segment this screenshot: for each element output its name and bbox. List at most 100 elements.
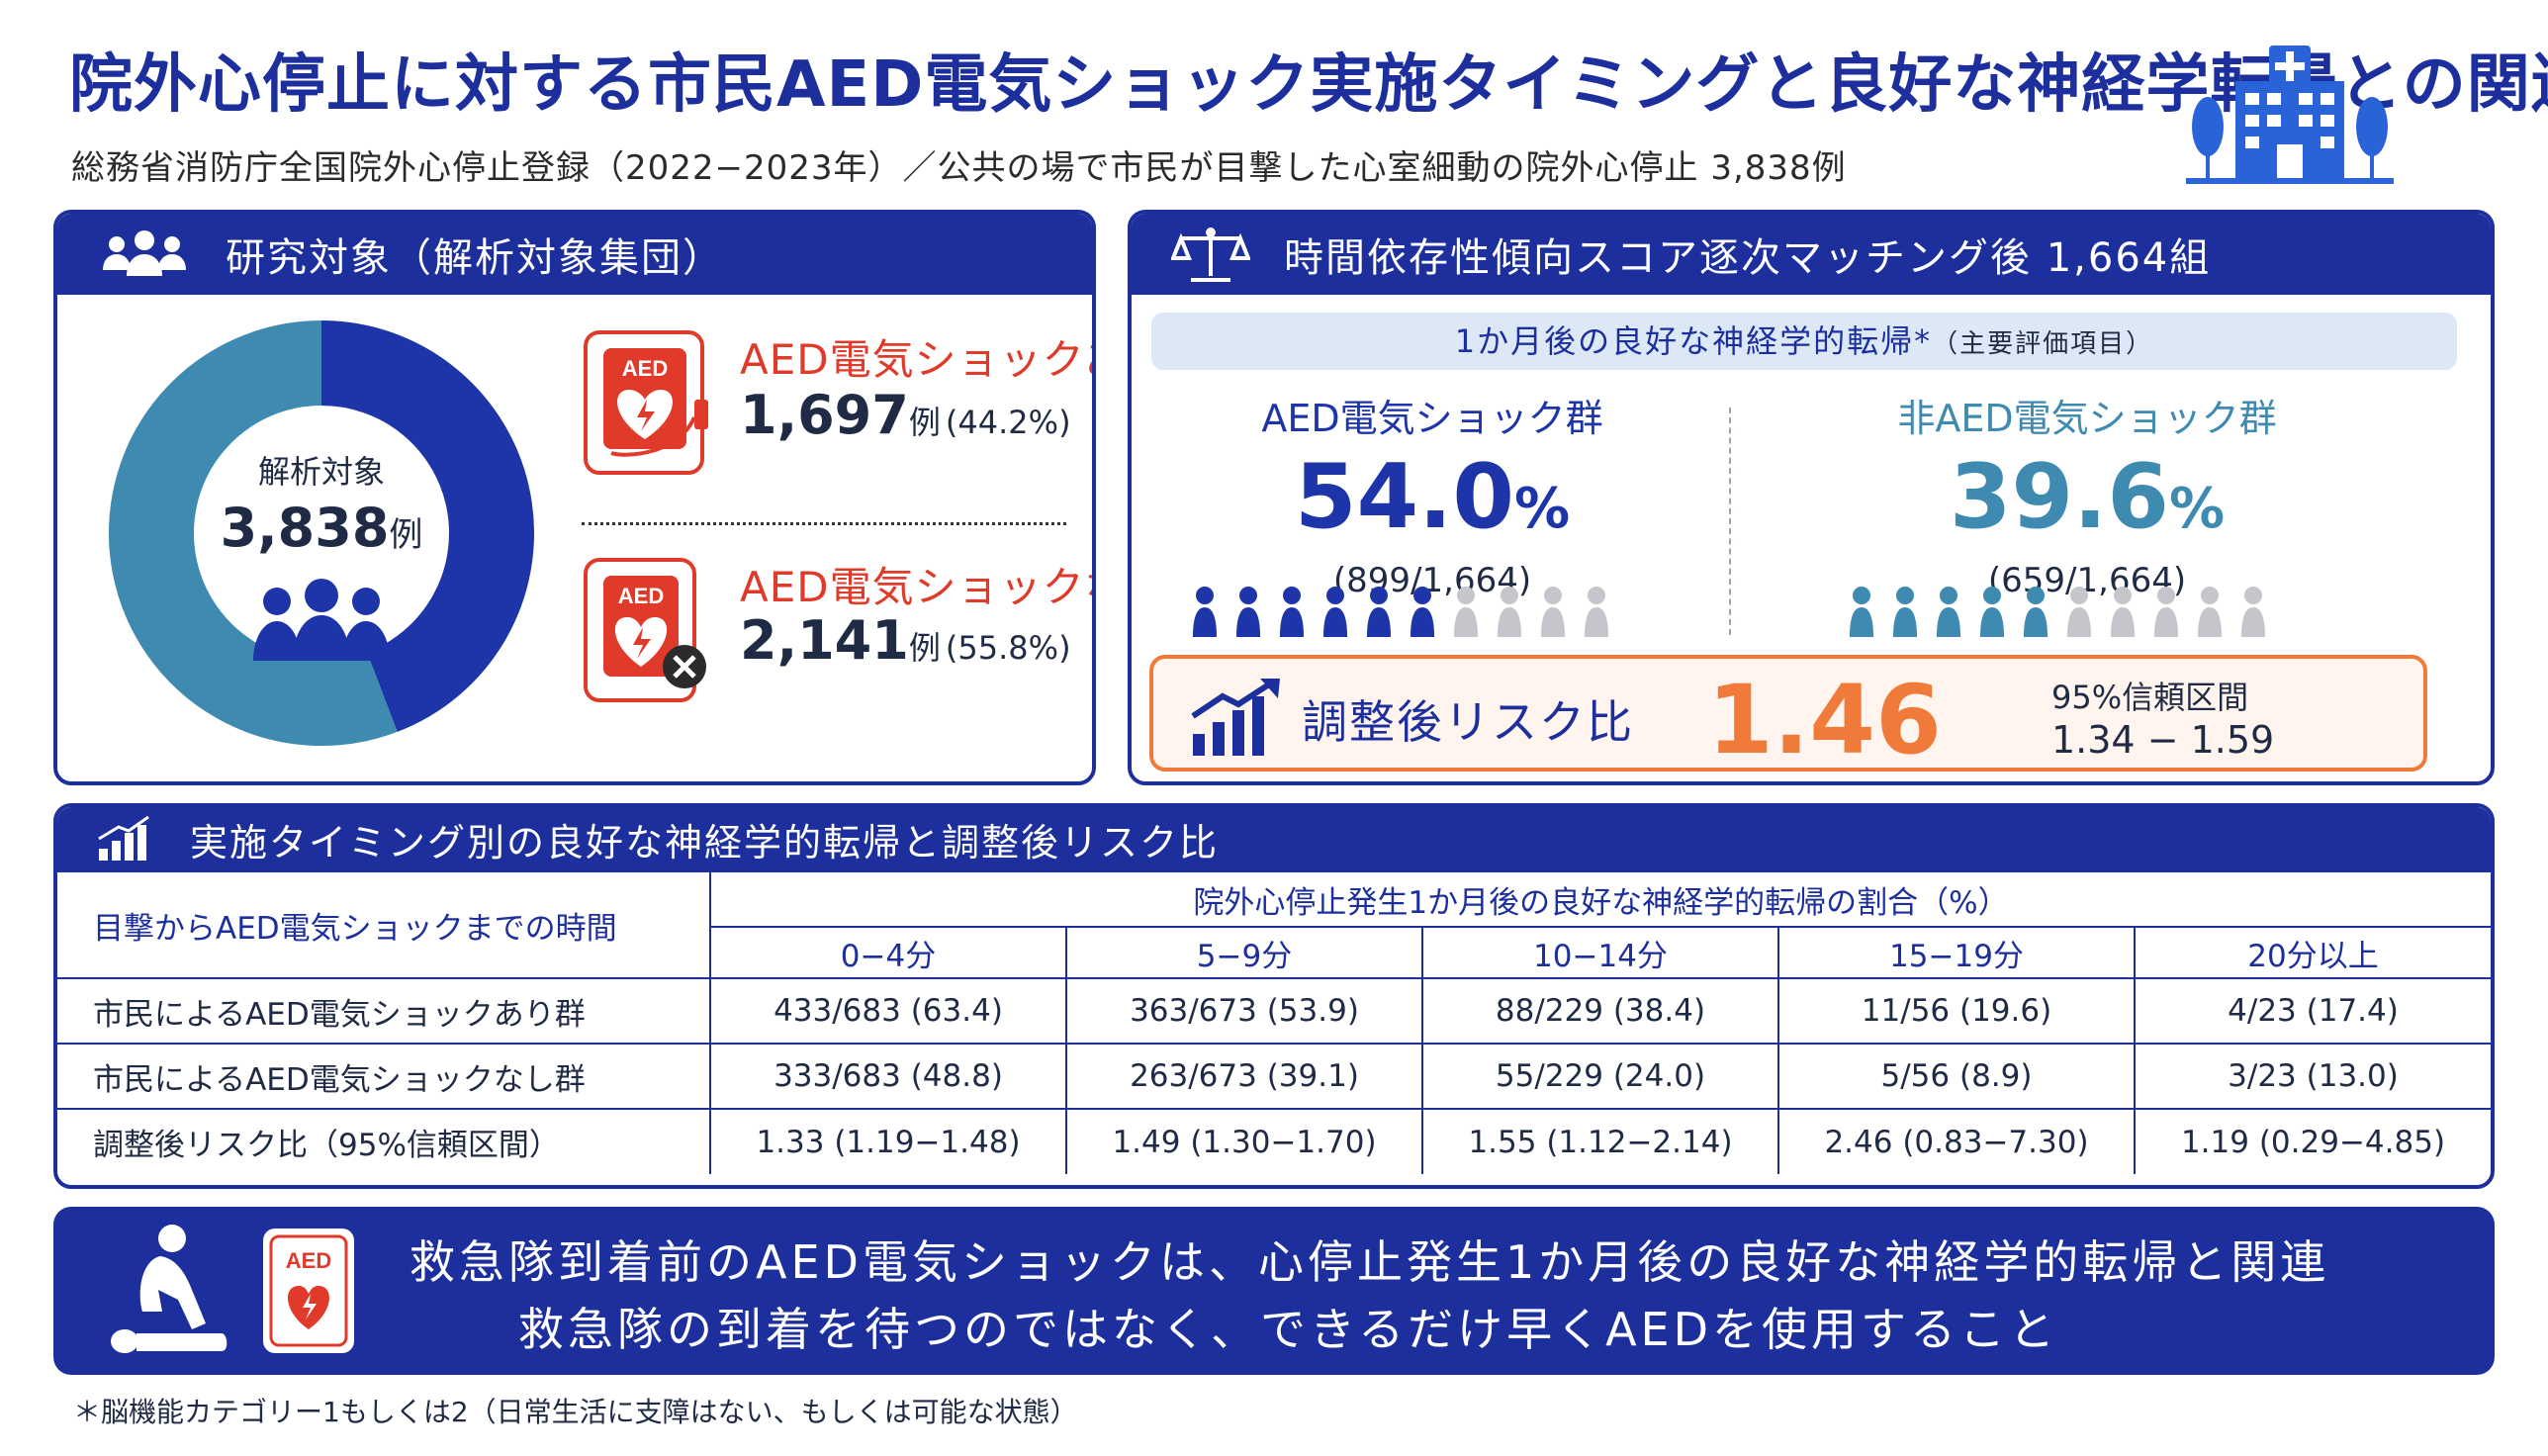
patients-icon [253,579,390,661]
donut-slice-shock [320,320,534,732]
table-cell: 88/229 (38.4) [1421,977,1779,1045]
shock-group-fraction: (899/1,664) [1332,561,1532,600]
person-icon-filled [1236,587,1260,637]
person-icon-empty [2067,587,2091,637]
study-population-header: 研究対象（解析対象集団） [57,214,1092,295]
footnote: ＊脳機能カテゴリー1もしくは2（日常生活に支障はない、もしくは可能な状態） [73,1396,1078,1428]
people-group-icon [103,230,186,276]
ci-value: 1.34 − 1.59 [2051,718,2275,762]
person-icon-empty [1498,587,1521,637]
svg-text:AED: AED [618,584,664,608]
person-icon-filled [1410,587,1434,637]
time-column-header: 目撃からAED電気ショックまでの時間 [57,870,711,979]
table-cell: 263/673 (39.1) [1065,1043,1423,1110]
table-cell: 4/23 (17.4) [2134,977,2491,1045]
person-icon-empty [2198,587,2222,637]
bar-chart-icon [98,815,149,861]
study-population-title: 研究対象（解析対象集団） [226,235,724,281]
table-cell: 433/683 (63.4) [709,977,1067,1045]
table-cell: 3/23 (13.0) [2134,1043,2491,1110]
table-row: 調整後リスク比（95%信頼区間） 1.33 (1.19−1.48) 1.49 (… [57,1108,2491,1174]
person-icon-filled [1193,587,1217,637]
conclusion-line-2: 救急隊の到着を待つのではなく、できるだけ早くAEDを使用すること [518,1303,2059,1356]
risk-ratio-value: 1.46 [1707,665,1942,775]
person-icon-filled [2024,587,2048,637]
no-shock-group-name: 非AED電気ショック群 [1897,397,2277,440]
person-icon-filled [1323,587,1347,637]
adjusted-risk-ratio-box: 調整後リスク比 1.46 95%信頼区間 1.34 − 1.59 [1149,655,2427,775]
matched-analysis-title: 時間依存性傾向スコア逐次マッチング後 1,664組 [1284,235,2212,281]
shock-group-count: 1,697例 (44.2%) [740,384,1071,446]
study-population-panel: 研究対象（解析対象集団） 解析対象 3,838例 AED AED電気ショックあり… [53,210,1096,785]
donut-slice-no-shock [109,320,398,746]
row-label: 市民によるAED電気ショックあり群 [57,977,711,1045]
shock-group-name: AED電気ショック群 [1261,397,1603,440]
col-header-20-plus: 20分以上 [2134,926,2491,979]
group-separator [582,522,1066,525]
donut-center-label: 解析対象 [257,453,385,491]
conclusion-banner: AED 救急隊到着前のAED電気ショックは、心停止発生1か月後の良好な神経学的転… [53,1207,2495,1375]
person-icon-empty [2241,587,2265,637]
aed-icon: AED [584,330,708,475]
page-title: 院外心停止に対する市民AED電気ショック実施タイミングと良好な神経学転帰との関連 [69,48,2548,122]
person-icon-filled [1893,587,1917,637]
hospital-icon [2186,46,2394,184]
primary-endpoint-banner: 1か月後の良好な神経学的転帰*（主要評価項目） [1151,313,2457,370]
person-icon-filled [1980,587,2004,637]
table-cell: 5/56 (8.9) [1777,1043,2136,1110]
population-donut-chart [109,320,534,746]
donut-center-total: 3,838例 [220,497,423,559]
no-shock-group-result: 非AED電気ショック群 39.6% (659/1,664) [1790,388,2384,600]
table-cell: 1.19 (0.29−4.85) [2134,1108,2491,1174]
timing-table: 目撃からAED電気ショックまでの時間 院外心停止発生1か月後の良好な神経学的転帰… [57,870,2491,1174]
svg-text:AED: AED [622,356,668,381]
risk-ratio-label: 調整後リスク比 [1302,695,1634,749]
scales-icon [1171,228,1250,282]
table-cell: 333/683 (48.8) [709,1043,1067,1110]
no-shock-group-people-icons [1850,587,2265,637]
timing-table-title: 実施タイミング別の良好な神経学的転帰と調整後リスク比 [190,820,1220,864]
table-cell: 1.55 (1.12−2.14) [1421,1108,1779,1174]
outcome-group-header: 院外心停止発生1か月後の良好な神経学的転帰の割合（%） [709,870,2491,928]
shock-group-result: AED電気ショック群 54.0% (899/1,664) [1136,388,1729,600]
aed-device-icon: AED [263,1228,354,1353]
no-shock-group-count: 2,141例 (55.8%) [740,609,1071,672]
timing-table-panel: 実施タイミング別の良好な神経学的転帰と調整後リスク比 目撃からAED電気ショック… [53,803,2495,1189]
col-header-15-19: 15−19分 [1777,926,2136,979]
col-header-0-4: 0−4分 [709,926,1067,979]
conclusion-line-1: 救急隊到着前のAED電気ショックは、心停止発生1か月後の良好な神経学的転帰と関連 [410,1235,2330,1289]
group-divider [1729,408,1731,635]
no-shock-group-label: AED電気ショックなし [740,563,1092,611]
svg-text:AED: AED [286,1248,331,1273]
person-icon-filled [1850,587,1873,637]
person-icon-filled [1280,587,1304,637]
person-icon-empty [1585,587,1608,637]
table-row: 市民によるAED電気ショックあり群 433/683 (63.4) 363/673… [57,977,2491,1045]
shock-group-label: AED電気ショックあり [740,335,1092,384]
shock-group-people-icons [1193,587,1608,637]
person-icon-empty [2111,587,2135,637]
table-cell: 1.49 (1.30−1.70) [1065,1108,1423,1174]
table-row: 市民によるAED電気ショックなし群 333/683 (48.8) 263/673… [57,1043,2491,1110]
person-icon-empty [1454,587,1478,637]
person-icon-filled [1367,587,1391,637]
chart-rising-icon [1191,679,1280,756]
page-subtitle: 総務省消防庁全国院外心停止登録（2022−2023年）／公共の場で市民が目撃した… [71,148,1847,188]
matched-analysis-header: 時間依存性傾向スコア逐次マッチング後 1,664組 [1132,214,2491,295]
table-cell: 11/56 (19.6) [1777,977,2136,1045]
timing-table-header: 実施タイミング別の良好な神経学的転帰と調整後リスク比 [57,807,2491,870]
shock-group-rate: 54.0% [1294,445,1571,549]
donut-center: 解析対象 3,838例 [109,320,534,746]
person-icon-filled [1937,587,1960,637]
table-cell: 55/229 (24.0) [1421,1043,1779,1110]
row-label: 市民によるAED電気ショックなし群 [57,1043,711,1110]
table-cell: 1.33 (1.19−1.48) [709,1108,1067,1174]
table-cell: 363/673 (53.9) [1065,977,1423,1045]
table-cell: 2.46 (0.83−7.30) [1777,1108,2136,1174]
cpr-rescuer-icon [111,1225,228,1353]
row-label: 調整後リスク比（95%信頼区間） [57,1108,711,1174]
person-icon-empty [2154,587,2178,637]
col-header-10-14: 10−14分 [1421,926,1779,979]
col-header-5-9: 5−9分 [1065,926,1423,979]
matched-analysis-panel: 時間依存性傾向スコア逐次マッチング後 1,664組 1か月後の良好な神経学的転帰… [1128,210,2495,785]
